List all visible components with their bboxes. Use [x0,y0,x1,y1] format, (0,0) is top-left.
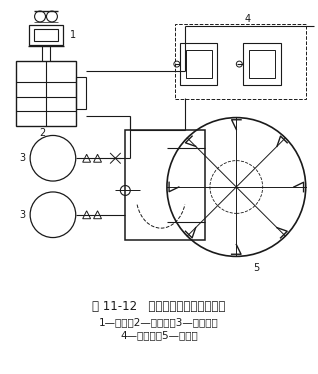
Text: 1: 1 [70,30,76,40]
Bar [186,50,211,78]
Text: 图 11-12   碾泥机室除尘系统布置图: 图 11-12 碾泥机室除尘系统布置图 [92,300,226,313]
Bar [175,24,306,99]
Bar [243,43,281,85]
Bar [29,25,63,45]
Text: 1—风机；2—除尘器；3—碾泥机；: 1—风机；2—除尘器；3—碾泥机； [99,317,219,327]
Bar [34,30,58,41]
Bar [16,61,76,126]
Text: 3: 3 [19,210,25,220]
Bar [76,77,86,110]
Text: 4: 4 [244,15,250,24]
Text: 3: 3 [19,153,25,163]
Text: 4—贮焦槽；5—贮料槽: 4—贮焦槽；5—贮料槽 [120,330,198,340]
Text: 5: 5 [253,263,259,273]
Bar [180,43,218,85]
Bar [125,131,204,239]
Bar [249,50,275,78]
Text: 2: 2 [39,129,45,138]
